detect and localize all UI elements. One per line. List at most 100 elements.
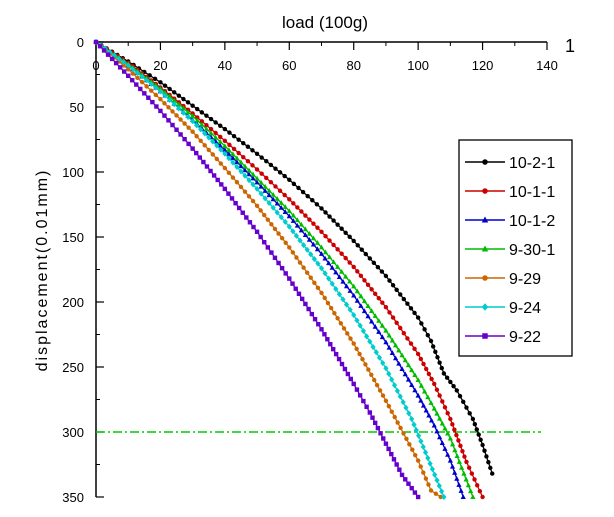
data-point-9-30-1 xyxy=(434,410,440,416)
data-point-9-29 xyxy=(135,75,140,81)
data-point-10-1-2 xyxy=(282,209,288,214)
data-point-10-2-1 xyxy=(359,247,364,252)
data-point-9-22 xyxy=(258,234,263,240)
data-point-9-22 xyxy=(336,356,342,362)
data-point-10-1-1 xyxy=(343,255,348,261)
data-point-9-24 xyxy=(329,280,335,287)
data-point-9-29 xyxy=(374,383,380,388)
data-point-9-30-1 xyxy=(274,196,280,201)
data-point-10-1-2 xyxy=(354,297,360,303)
data-point-9-29 xyxy=(174,113,179,118)
data-point-10-2-1 xyxy=(367,256,373,261)
data-point-9-30-1 xyxy=(335,264,341,269)
data-point-9-24 xyxy=(354,317,360,324)
data-point-10-2-1 xyxy=(371,260,377,266)
data-point-9-22 xyxy=(299,296,305,302)
data-point-9-29 xyxy=(304,270,310,275)
data-point-9-29 xyxy=(418,464,423,469)
data-point-10-2-1 xyxy=(199,110,205,115)
data-point-9-30-1 xyxy=(402,357,408,363)
data-point-9-22 xyxy=(229,196,235,201)
data-point-10-2-1 xyxy=(472,422,478,427)
data-point-9-22 xyxy=(219,182,224,187)
data-point-9-24 xyxy=(370,343,376,350)
data-point-9-29 xyxy=(319,290,324,296)
legend: 10-2-1 10-1-1 10-1-2 9-30-1 9-29 9-24 9-22 xyxy=(458,139,573,357)
data-point-9-22 xyxy=(293,286,298,291)
data-point-10-1-2 xyxy=(298,227,304,233)
data-point-9-22 xyxy=(272,255,278,260)
y-tick-label: 200 xyxy=(62,295,84,310)
data-point-9-29 xyxy=(178,117,183,122)
data-point-10-1-2 xyxy=(420,402,427,408)
data-point-9-29 xyxy=(413,452,418,458)
data-point-9-30-1 xyxy=(454,453,460,459)
data-point-10-2-1 xyxy=(250,148,255,153)
data-point-9-30-1 xyxy=(330,259,337,265)
data-point-9-30-1 xyxy=(250,171,256,177)
data-point-9-22 xyxy=(331,346,336,352)
data-point-9-24 xyxy=(409,416,415,422)
data-point-10-1-1 xyxy=(408,341,414,346)
data-point-10-1-1 xyxy=(448,416,453,422)
data-point-10-2-1 xyxy=(419,321,424,326)
data-point-9-29 xyxy=(401,431,406,436)
data-point-10-1-2 xyxy=(294,222,300,228)
data-point-10-1-2 xyxy=(460,494,466,499)
data-point-10-1-2 xyxy=(329,264,335,270)
data-point-10-1-1 xyxy=(227,142,232,148)
data-point-10-2-1 xyxy=(454,388,459,393)
data-point-9-30-1 xyxy=(294,217,300,223)
data-point-9-29 xyxy=(126,67,131,72)
data-point-10-1-2 xyxy=(234,159,240,165)
data-point-10-1-2 xyxy=(392,355,399,361)
y-tick-label: 250 xyxy=(62,360,84,375)
data-point-10-2-1 xyxy=(287,177,292,182)
data-point-9-24 xyxy=(367,338,373,345)
data-point-9-24 xyxy=(139,73,145,80)
data-point-10-1-2 xyxy=(314,246,321,252)
data-point-9-29 xyxy=(377,388,383,393)
data-point-10-2-1 xyxy=(167,86,172,92)
data-point-9-29 xyxy=(121,63,126,68)
data-point-9-24 xyxy=(293,232,300,239)
data-point-9-22 xyxy=(138,86,143,92)
data-point-10-2-1 xyxy=(231,133,237,139)
data-point-9-24 xyxy=(297,237,303,244)
data-point-10-2-1 xyxy=(375,265,381,270)
data-point-10-1-2 xyxy=(409,382,415,387)
data-point-9-30-1 xyxy=(463,476,469,482)
data-point-10-1-1 xyxy=(458,443,463,449)
data-point-10-1-1 xyxy=(335,247,340,252)
data-point-10-1-1 xyxy=(307,217,312,222)
data-point-9-22 xyxy=(190,146,195,151)
data-point-10-2-1 xyxy=(457,393,463,399)
data-point-9-30-1 xyxy=(351,283,357,289)
data-point-10-1-1 xyxy=(380,300,385,305)
data-point-9-24 xyxy=(391,382,398,389)
data-point-9-22 xyxy=(325,337,330,342)
data-point-9-24 xyxy=(383,365,389,372)
data-point-9-22 xyxy=(101,48,107,53)
data-point-9-29 xyxy=(139,79,145,85)
data-point-10-1-1 xyxy=(323,233,328,239)
data-point-10-2-1 xyxy=(379,269,385,274)
data-point-10-2-1 xyxy=(236,137,241,142)
data-point-10-2-1 xyxy=(488,465,493,471)
data-point-10-2-1 xyxy=(245,144,251,149)
data-point-10-1-2 xyxy=(310,241,317,247)
data-point-9-30-1 xyxy=(452,447,458,453)
data-point-9-24 xyxy=(343,301,350,308)
data-point-9-30-1 xyxy=(203,126,210,131)
data-point-9-24 xyxy=(176,105,182,112)
data-point-9-24 xyxy=(422,449,429,456)
data-point-9-30-1 xyxy=(254,175,260,181)
data-point-10-1-2 xyxy=(250,175,256,181)
data-point-10-1-2 xyxy=(431,422,437,428)
data-point-10-1-2 xyxy=(434,428,440,434)
data-point-10-1-2 xyxy=(266,192,272,198)
data-point-9-22 xyxy=(262,240,267,245)
data-point-9-24 xyxy=(278,214,284,221)
legend-label-9-30-1: 9-30-1 xyxy=(509,242,555,259)
data-point-9-22 xyxy=(316,322,321,327)
